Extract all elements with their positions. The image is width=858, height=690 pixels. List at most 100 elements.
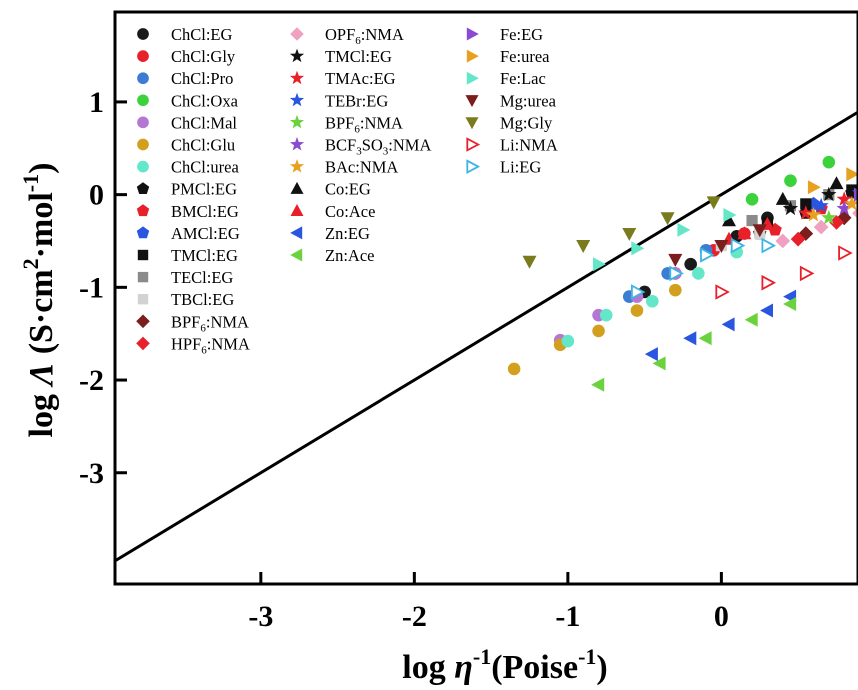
legend-label: Fe:urea xyxy=(500,47,550,66)
legend-marker xyxy=(289,114,305,129)
legend-entry: ChCl:EG xyxy=(137,25,233,44)
data-point xyxy=(745,192,759,206)
legend-marker xyxy=(136,182,150,194)
legend-label: TMCl:EG xyxy=(325,47,392,66)
legend-label: Co:EG xyxy=(325,180,371,199)
legend-marker xyxy=(136,336,150,351)
series-19 xyxy=(821,209,837,225)
legend: ChCl:EG ChCl:Gly ChCl:Pro ChCl:Oxa ChCl:Mal C… xyxy=(136,25,558,356)
legend-entry: Mg:urea xyxy=(465,91,557,110)
legend-label: ChCl:Gly xyxy=(171,47,236,66)
legend-entry: AMCl:EG xyxy=(136,224,240,243)
legend-marker xyxy=(289,137,305,151)
y-axis-title-sup2: -1 xyxy=(18,174,43,192)
plot-background xyxy=(115,12,858,584)
data-point xyxy=(844,195,858,211)
data-point xyxy=(593,257,606,272)
x-axis-title-sup: -1 xyxy=(473,644,491,669)
legend-entry: TMCl:EG xyxy=(137,246,238,265)
legend-marker xyxy=(290,226,303,240)
legend-marker xyxy=(466,159,481,175)
data-point xyxy=(783,297,797,311)
data-point xyxy=(706,196,721,210)
legend-marker xyxy=(289,70,305,85)
data-point xyxy=(782,200,799,216)
data-point xyxy=(746,214,758,227)
x-tick-label: -1 xyxy=(555,600,580,633)
series-14 xyxy=(790,215,844,247)
data-point xyxy=(744,312,758,327)
legend-marker xyxy=(290,248,303,262)
legend-marker xyxy=(290,204,304,216)
legend-label: OPF6:NMA xyxy=(325,25,404,47)
x-axis-title-close: ) xyxy=(596,649,607,686)
legend-label: Co:Ace xyxy=(325,202,375,221)
y-axis-title-close: ) xyxy=(23,163,60,174)
legend-label: ChCl:Glu xyxy=(171,136,235,155)
legend-entry: ChCl:Gly xyxy=(137,47,236,66)
series-31 xyxy=(715,245,853,300)
x-tick-label: -3 xyxy=(248,600,273,633)
legend-label: TEBr:EG xyxy=(325,91,388,110)
data-point xyxy=(684,257,697,271)
data-point xyxy=(631,241,645,256)
legend-label: ChCl:Oxa xyxy=(171,91,239,110)
legend-entry: Zn:Ace xyxy=(290,246,374,265)
data-point xyxy=(522,255,537,269)
x-axis-title-unit: (Poise xyxy=(491,649,578,686)
legend-entry: ChCl:Glu xyxy=(137,136,235,155)
legend-label: ChCl:EG xyxy=(171,25,233,44)
series-22 xyxy=(722,176,844,227)
y-tick-label: 0 xyxy=(89,179,104,212)
legend-entry: TMCl:EG xyxy=(289,47,392,66)
legend-label: PMCl:EG xyxy=(171,180,237,199)
data-point xyxy=(846,167,858,182)
y-tick-label: 1 xyxy=(89,86,104,119)
data-point xyxy=(775,191,790,205)
legend-entry: HPF6:NMA xyxy=(136,334,250,356)
legend-entry: ChCl:Oxa xyxy=(137,91,239,110)
legend-marker xyxy=(466,49,479,63)
series-25 xyxy=(591,297,797,392)
legend-entry: BAc:NMA xyxy=(289,158,398,177)
data-point xyxy=(683,331,697,346)
data-point xyxy=(622,228,637,241)
legend-label: AMCl:EG xyxy=(171,224,240,243)
legend-marker xyxy=(137,294,149,305)
legend-marker xyxy=(137,28,149,40)
legend-label: Mg:Gly xyxy=(500,113,553,132)
legend-entry: ChCl:urea xyxy=(137,158,239,177)
series-30 xyxy=(522,196,721,269)
legend-entry: BMCl:EG xyxy=(136,202,239,221)
legend-entry: Li:NMA xyxy=(466,136,558,155)
legend-entry: Li:EG xyxy=(466,158,541,177)
legend-entry: BPF6:NMA xyxy=(289,113,403,135)
legend-marker xyxy=(137,72,149,85)
legend-marker xyxy=(137,271,149,283)
legend-label: ChCl:Mal xyxy=(171,113,237,132)
x-axis-title: log η-1(Poise-1) xyxy=(402,644,607,686)
data-point xyxy=(700,247,715,263)
legend-marker xyxy=(466,27,479,41)
legend-label: ChCl:Pro xyxy=(171,69,233,88)
series-32 xyxy=(631,237,776,300)
legend-entry: Fe:urea xyxy=(466,47,550,66)
y-tick-label: -2 xyxy=(79,364,104,397)
legend-entry: TECl:EG xyxy=(137,268,233,287)
legend-marker xyxy=(137,160,149,173)
y-axis-title-open: (S·cm xyxy=(23,269,60,362)
legend-entry: BCF3SO3:NMA xyxy=(289,136,431,158)
data-point xyxy=(761,237,776,254)
legend-entry: TMAc:EG xyxy=(289,69,396,88)
legend-marker xyxy=(466,71,479,85)
series-27 xyxy=(807,167,858,195)
legend-entry: Co:Ace xyxy=(290,202,375,221)
legend-label: TMCl:EG xyxy=(171,246,238,265)
y-axis-title-mid: ·mol xyxy=(23,192,60,258)
legend-label: BCF3SO3:NMA xyxy=(325,136,431,158)
legend-entry: PMCl:EG xyxy=(136,180,237,199)
data-point xyxy=(668,253,683,267)
legend-label: BPF6:NMA xyxy=(325,113,403,135)
data-point xyxy=(714,240,729,253)
